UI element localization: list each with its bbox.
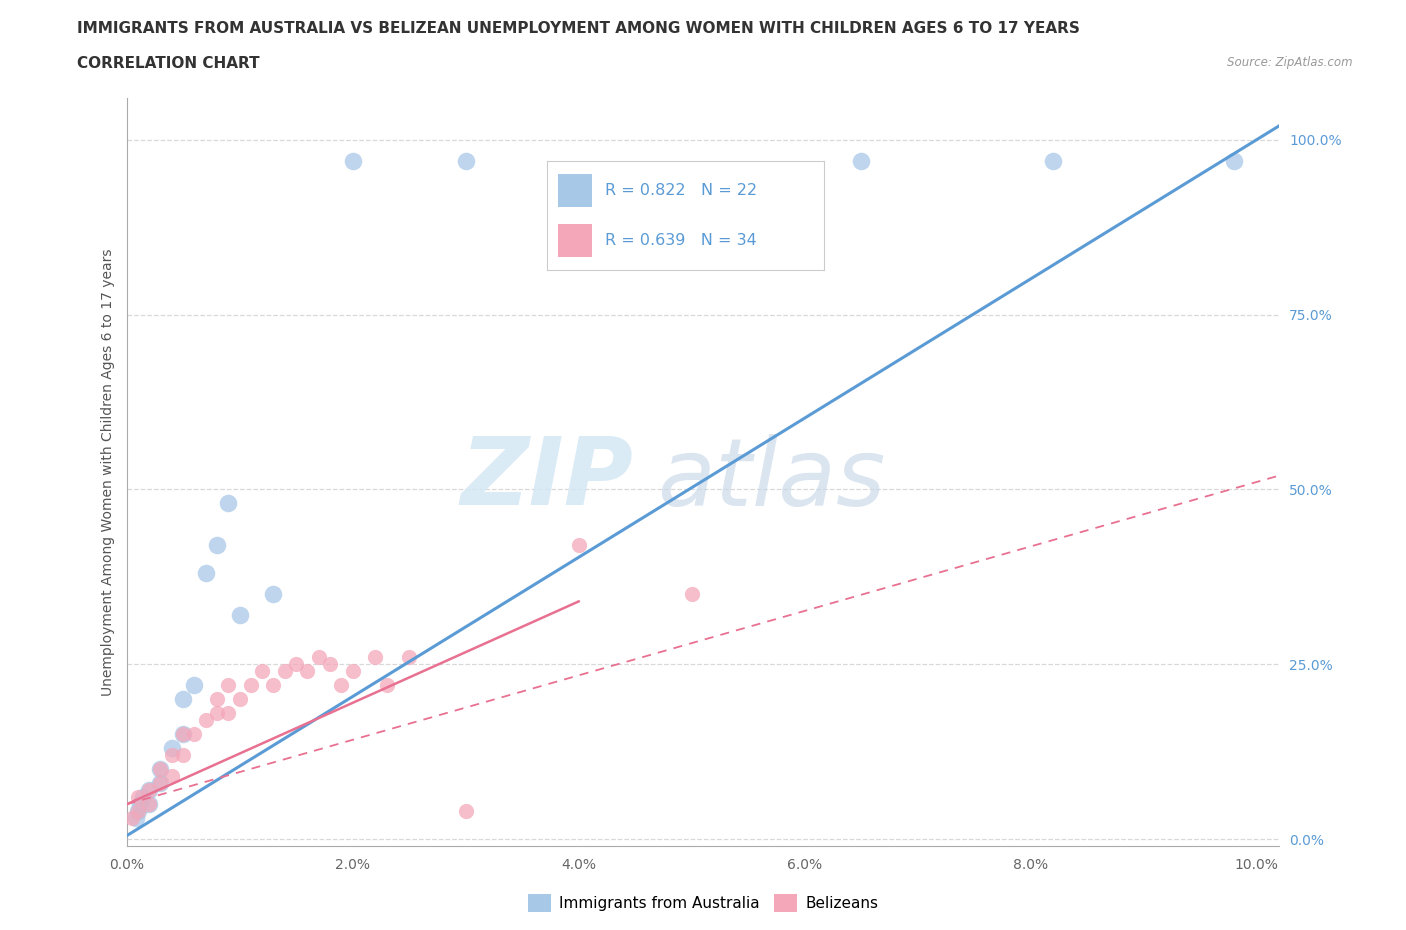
- Text: CORRELATION CHART: CORRELATION CHART: [77, 56, 260, 71]
- Point: [127, 804, 149, 818]
- Point: [308, 650, 330, 665]
- Y-axis label: Unemployment Among Women with Children Ages 6 to 17 years: Unemployment Among Women with Children A…: [101, 248, 115, 696]
- Point: [183, 727, 205, 742]
- Point: [127, 790, 149, 804]
- Point: [160, 741, 183, 756]
- Point: [330, 678, 353, 693]
- Point: [568, 538, 591, 552]
- Point: [239, 678, 262, 693]
- Text: atlas: atlas: [657, 434, 886, 525]
- Point: [138, 797, 160, 812]
- Point: [454, 804, 477, 818]
- Point: [138, 797, 160, 812]
- Point: [194, 713, 217, 728]
- Point: [149, 776, 172, 790]
- Point: [172, 748, 194, 763]
- Point: [274, 664, 297, 679]
- Point: [172, 692, 194, 707]
- Point: [138, 783, 160, 798]
- Point: [681, 587, 703, 602]
- Point: [454, 153, 477, 168]
- Point: [160, 748, 183, 763]
- Point: [124, 811, 146, 826]
- Point: [205, 692, 228, 707]
- Point: [263, 587, 285, 602]
- Point: [364, 650, 387, 665]
- Point: [342, 153, 364, 168]
- Point: [250, 664, 273, 679]
- Point: [297, 664, 319, 679]
- Legend: Immigrants from Australia, Belizeans: Immigrants from Australia, Belizeans: [522, 888, 884, 918]
- Point: [149, 762, 172, 777]
- Point: [172, 727, 194, 742]
- Point: [217, 496, 239, 511]
- Text: IMMIGRANTS FROM AUSTRALIA VS BELIZEAN UNEMPLOYMENT AMONG WOMEN WITH CHILDREN AGE: IMMIGRANTS FROM AUSTRALIA VS BELIZEAN UN…: [77, 21, 1080, 36]
- Point: [194, 566, 217, 581]
- Point: [183, 678, 205, 693]
- Point: [172, 727, 194, 742]
- Point: [129, 797, 152, 812]
- Point: [149, 762, 172, 777]
- Point: [319, 657, 342, 671]
- Point: [138, 783, 160, 798]
- Point: [149, 776, 172, 790]
- Point: [205, 538, 228, 552]
- Point: [285, 657, 308, 671]
- Point: [160, 769, 183, 784]
- Text: Source: ZipAtlas.com: Source: ZipAtlas.com: [1227, 56, 1353, 69]
- Point: [342, 664, 364, 679]
- Point: [1042, 153, 1064, 168]
- Point: [132, 790, 155, 804]
- Point: [127, 804, 149, 818]
- Point: [217, 706, 239, 721]
- Point: [1223, 153, 1246, 168]
- Point: [228, 692, 250, 707]
- Point: [398, 650, 420, 665]
- Point: [228, 608, 250, 623]
- Point: [217, 678, 239, 693]
- Point: [121, 811, 143, 826]
- Point: [205, 706, 228, 721]
- Point: [851, 153, 873, 168]
- Text: ZIP: ZIP: [461, 433, 634, 525]
- Point: [263, 678, 285, 693]
- Point: [375, 678, 398, 693]
